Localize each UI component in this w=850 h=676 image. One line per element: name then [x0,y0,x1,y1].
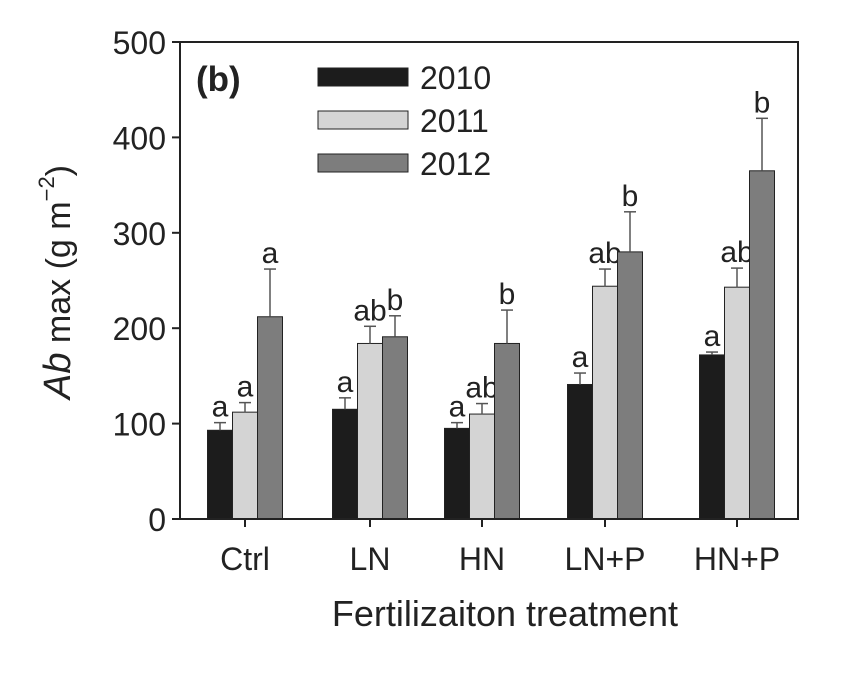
significance-letter: b [622,180,639,213]
y-tick-label: 100 [113,407,166,443]
significance-letter: a [337,366,354,399]
bar-2012-HN [494,342,520,520]
panel-label: (b) [196,60,241,99]
significance-letter: a [237,371,254,404]
significance-letter: ab [465,372,498,405]
bar-2011-HN+P [724,286,750,520]
x-tick-label: HN [459,541,505,577]
y-axis-title-close: ) [40,165,78,176]
bar-2012-LN+P [617,251,643,520]
bar-2010-LN [332,408,358,520]
significance-letter: a [572,341,589,374]
x-tick-label: HN+P [694,541,780,577]
bar-2010-HN [444,427,470,520]
significance-letter: b [499,278,516,311]
legend-label-2010: 2010 [420,60,491,96]
legend-label-2011: 2011 [420,103,489,139]
legend-swatch-2011 [317,110,409,130]
bar-2010-LN+P [567,383,593,520]
bar-2012-Ctrl [257,316,283,520]
x-axis-title: Fertilizaiton treatment [332,593,678,634]
bar-2010-HN+P [699,354,725,520]
x-tick-label: LN+P [565,541,646,577]
x-tick-label: Ctrl [220,541,270,577]
y-axis-title-italic: Ab [37,353,79,401]
y-tick-label: 200 [113,311,166,347]
legend: 2010 2011 2012 [317,60,491,182]
significance-letter: ab [353,294,386,327]
bar-2012-LN [382,336,408,520]
bar-2011-LN [357,342,383,520]
plot-frame [179,41,799,520]
significance-letter: b [387,284,404,317]
bar-2012-HN+P [749,170,775,520]
legend-swatch-2012 [317,153,409,173]
bar-2011-LN+P [592,285,618,520]
y-axis-title-main: max (g m [40,201,78,352]
y-tick-label: 300 [113,216,166,252]
y-tick-label: 400 [113,120,166,156]
legend-swatch-2010 [317,67,409,87]
significance-letter: b [754,86,771,119]
significance-letter: a [704,320,721,353]
y-tick-label: 0 [148,502,166,538]
x-tick-label: LN [350,541,391,577]
axes-layer: 0 100 200 300 400 500 Ctrl LN HN LN+P HN+P [113,25,799,577]
bar-2011-HN [469,413,495,520]
significance-letter: ab [588,237,621,270]
bar-2010-Ctrl [207,429,233,520]
significance-letter: ab [720,236,753,269]
y-axis-title: Ab max (g m−2) [34,165,79,401]
significance-letter: a [212,391,229,424]
y-tick-label: 500 [113,25,166,61]
legend-label-2012: 2012 [420,146,491,182]
bar-2011-Ctrl [232,411,258,520]
y-axis-title-sup: −2 [34,176,59,201]
significance-letter: a [449,391,466,424]
significance-letter: a [262,237,279,270]
